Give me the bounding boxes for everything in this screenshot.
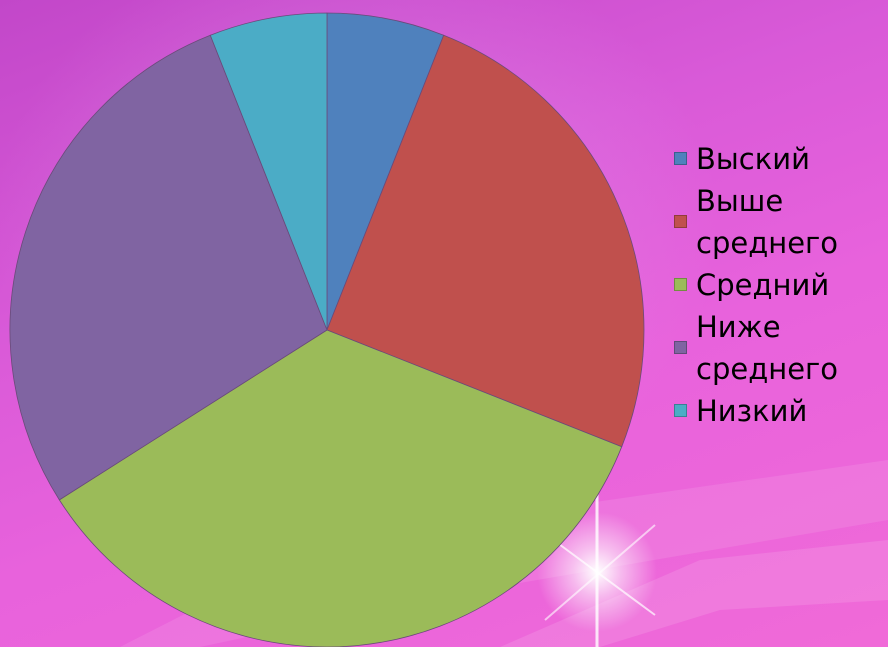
legend-label: Ниже среднего	[696, 310, 839, 386]
pie-slice	[58, 329, 623, 647]
legend-entry: Выше среднего	[670, 180, 885, 264]
legend-label: Выский	[696, 142, 810, 176]
legend-entry: Низкий	[670, 390, 885, 432]
legend-swatch	[674, 404, 687, 417]
pie-slice	[326, 12, 445, 331]
legend-entry: Выский	[670, 138, 885, 180]
chart-legend: Выский Выше среднего Средний Ниже среднего Н…	[670, 138, 885, 432]
legend-swatch	[674, 152, 687, 165]
legend-entry: Ниже среднего	[670, 306, 885, 390]
legend-label: Выше среднего	[696, 184, 839, 260]
legend-label: Низкий	[696, 394, 808, 428]
pie-slice	[326, 34, 645, 448]
legend-label: Средний	[696, 268, 830, 302]
legend-swatch	[674, 278, 687, 291]
pie-slice	[9, 34, 328, 501]
legend-swatch	[674, 215, 687, 228]
pie-slice	[209, 12, 328, 331]
legend-swatch	[674, 341, 687, 354]
legend-entry: Средний	[670, 264, 885, 306]
